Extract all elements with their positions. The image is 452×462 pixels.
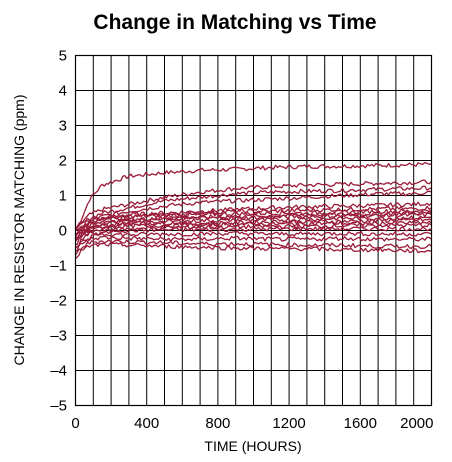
y-axis-label: CHANGE IN RESISTOR MATCHING (ppm) — [11, 95, 27, 366]
y-tick-label: 5 — [59, 48, 67, 65]
x-tick-label: 400 — [134, 415, 159, 432]
y-tick-label: –4 — [50, 363, 67, 380]
chart-title: Change in Matching vs Time — [93, 11, 376, 34]
y-tick-label: 0 — [59, 223, 67, 240]
y-tick-labels: 5 4 3 2 1 0 –1 –2 –3 –4 –5 — [50, 48, 67, 415]
x-axis-label: TIME (HOURS) — [204, 438, 301, 454]
y-tick-label: –3 — [50, 328, 67, 345]
series-line-14 — [75, 226, 432, 235]
y-tick-label: 2 — [59, 153, 67, 170]
y-tick-label: 3 — [59, 118, 67, 135]
y-tick-label: 4 — [59, 83, 67, 100]
series-line-11 — [75, 217, 432, 239]
series-line-2 — [74, 179, 432, 231]
x-tick-label: 1200 — [272, 415, 305, 432]
series-line-18 — [75, 242, 432, 259]
plot-frame — [74, 54, 433, 407]
series-line-17 — [74, 239, 432, 256]
series-line-7 — [75, 208, 432, 229]
series-line-4 — [75, 190, 432, 235]
series-line-1 — [74, 161, 432, 231]
series-line-5 — [74, 201, 432, 238]
x-tick-label: 0 — [71, 415, 79, 432]
x-tick-label: 2000 — [400, 415, 433, 432]
series-line-3 — [74, 185, 432, 231]
series-line-9 — [75, 212, 432, 232]
y-tick-label: –2 — [50, 293, 67, 310]
x-tick-label: 800 — [205, 415, 230, 432]
x-tick-label: 1600 — [344, 415, 377, 432]
series-line-16 — [75, 235, 432, 249]
y-tick-label: –1 — [50, 258, 67, 275]
y-tick-label: 1 — [59, 188, 67, 205]
x-tick-labels: 0 400 800 1200 1600 2000 — [71, 415, 433, 432]
series-group — [74, 161, 432, 259]
y-tick-label: –5 — [50, 398, 67, 415]
series-line-15 — [74, 231, 432, 242]
series-line-13 — [75, 222, 432, 253]
